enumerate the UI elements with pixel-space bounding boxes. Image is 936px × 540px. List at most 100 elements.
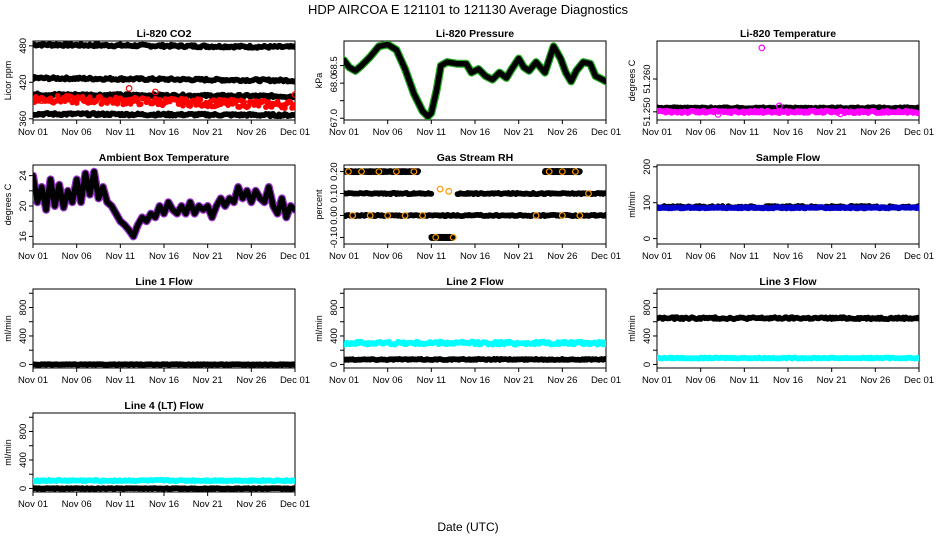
y-tick-label: 68.5 xyxy=(329,56,340,75)
outlier-point xyxy=(375,168,383,176)
series-flow_edge xyxy=(657,204,919,212)
x-tick-label: Nov 06 xyxy=(373,375,403,386)
x-tick-label: Nov 21 xyxy=(817,251,847,262)
data-point xyxy=(292,485,295,492)
plot-data xyxy=(33,361,295,368)
outlier-point xyxy=(775,102,783,110)
x-tick-label: Nov 16 xyxy=(460,375,490,386)
y-tick-label: 51.260 xyxy=(642,64,653,93)
chart-title: Sample Flow xyxy=(756,152,821,164)
y-tick-label: 100 xyxy=(642,195,653,211)
y-tick-label: 0.00 xyxy=(329,206,340,225)
chart-title: Gas Stream RH xyxy=(437,152,513,164)
outlier-point xyxy=(758,44,766,52)
y-axis-label: degrees C xyxy=(3,183,13,225)
series-red xyxy=(33,84,295,111)
outlier-point xyxy=(38,97,46,104)
x-tick-label: Nov 26 xyxy=(236,127,266,138)
chart-li820temp: Li-820 Temperature Nov 01 Nov 06 Nov 11 Nov … xyxy=(627,28,934,138)
y-axis-label: percent xyxy=(314,189,324,220)
series-band4 xyxy=(33,110,295,120)
x-tick-label: Nov 26 xyxy=(547,375,577,386)
x-tick-label: Nov 06 xyxy=(62,499,92,510)
outlier-point xyxy=(393,168,400,176)
data-point xyxy=(916,315,919,322)
y-axis-label: ml/min xyxy=(3,315,13,342)
figure-title: HDP AIRCOA E 121101 to 121130 Average Di… xyxy=(308,2,628,17)
x-tick-label: Dec 01 xyxy=(904,375,934,386)
chart-line1: Line 1 Flow Nov 01 Nov 06 Nov 11 Nov 16 Nov 2… xyxy=(3,276,310,386)
y-tick-label: 0 xyxy=(642,236,653,241)
x-tick-label: Nov 11 xyxy=(106,375,135,386)
data-point xyxy=(197,96,204,103)
chart-title: Line 2 Flow xyxy=(446,276,504,288)
y-tick-label: 20 xyxy=(18,201,29,212)
chart-ambient: Ambient Box Temperature Nov 01 Nov 06 Nov 1… xyxy=(3,152,310,262)
x-tick-label: Nov 21 xyxy=(193,499,223,510)
y-tick-label: 800 xyxy=(18,300,29,316)
plot-data xyxy=(33,41,295,120)
series-l4_black xyxy=(33,485,295,492)
data-point xyxy=(603,341,606,348)
data-point xyxy=(292,78,295,84)
x-tick-label: Nov 16 xyxy=(149,251,179,262)
x-tick-label: Dec 01 xyxy=(280,127,310,138)
outlier-point xyxy=(576,212,584,219)
outlier-point xyxy=(291,91,295,98)
y-tick-label: 400 xyxy=(18,328,29,344)
y-tick-label: 68.0 xyxy=(329,74,340,93)
x-tick-label: Nov 16 xyxy=(149,499,179,510)
outlier-point xyxy=(545,168,553,176)
outlier-point xyxy=(358,168,365,176)
series-rh_orange xyxy=(345,168,592,241)
series-l3_cyan xyxy=(657,354,919,362)
data-point xyxy=(241,98,247,105)
x-tick-label: Nov 21 xyxy=(504,375,534,386)
plot-data xyxy=(657,314,919,362)
x-tick-label: Nov 01 xyxy=(18,251,48,262)
y-axis-label: kPa xyxy=(314,73,324,89)
x-tick-label: Nov 01 xyxy=(18,127,48,138)
y-tick-label: 200 xyxy=(642,159,653,175)
x-tick-label: Nov 11 xyxy=(730,127,759,138)
plot-data xyxy=(657,202,919,212)
series-line xyxy=(33,169,295,240)
x-tick-label: Nov 16 xyxy=(773,127,803,138)
x-tick-label: Nov 11 xyxy=(417,127,446,138)
series-band1 xyxy=(33,41,295,51)
data-point xyxy=(292,104,295,111)
x-tick-label: Nov 26 xyxy=(236,251,266,262)
y-tick-label: 0 xyxy=(329,362,340,367)
y-tick-label: 420 xyxy=(18,74,29,90)
x-tick-label: Nov 11 xyxy=(106,251,135,262)
x-tick-label: Nov 01 xyxy=(642,251,672,262)
plot-data xyxy=(657,44,919,118)
chart-sampleflow: Sample Flow Nov 01 Nov 06 Nov 11 Nov 16 Nov 2… xyxy=(627,152,934,262)
plot-frame xyxy=(343,164,607,245)
x-tick-label: Nov 26 xyxy=(547,251,577,262)
data-point xyxy=(916,205,919,212)
outlier-point xyxy=(436,185,444,193)
chart-line3: Line 3 Flow Nov 01 Nov 06 Nov 11 Nov 16 Nov 2… xyxy=(627,276,934,386)
y-tick-label: 400 xyxy=(18,452,29,468)
outlier-point xyxy=(572,168,579,176)
data-point xyxy=(916,104,919,111)
series-band2 xyxy=(33,74,295,85)
data-point xyxy=(292,361,295,368)
data-point xyxy=(97,94,103,100)
data-point xyxy=(73,100,80,106)
x-tick-label: Nov 26 xyxy=(860,251,890,262)
chart-title: Li-820 CO2 xyxy=(137,28,192,40)
x-tick-label: Nov 01 xyxy=(329,251,359,262)
outlier-point xyxy=(449,233,457,241)
series-line xyxy=(344,41,606,120)
series-l4_cyan xyxy=(33,476,295,485)
x-tick-label: Nov 06 xyxy=(686,127,716,138)
x-tick-label: Nov 06 xyxy=(373,127,403,138)
data-point xyxy=(916,355,919,362)
x-tick-label: Nov 06 xyxy=(62,251,92,262)
outlier-point xyxy=(345,168,352,176)
outlier-point xyxy=(125,84,133,92)
panels: Li-820 CO2 Nov 01 Nov 06 Nov 11 Nov 16 Nov 21… xyxy=(3,28,934,510)
